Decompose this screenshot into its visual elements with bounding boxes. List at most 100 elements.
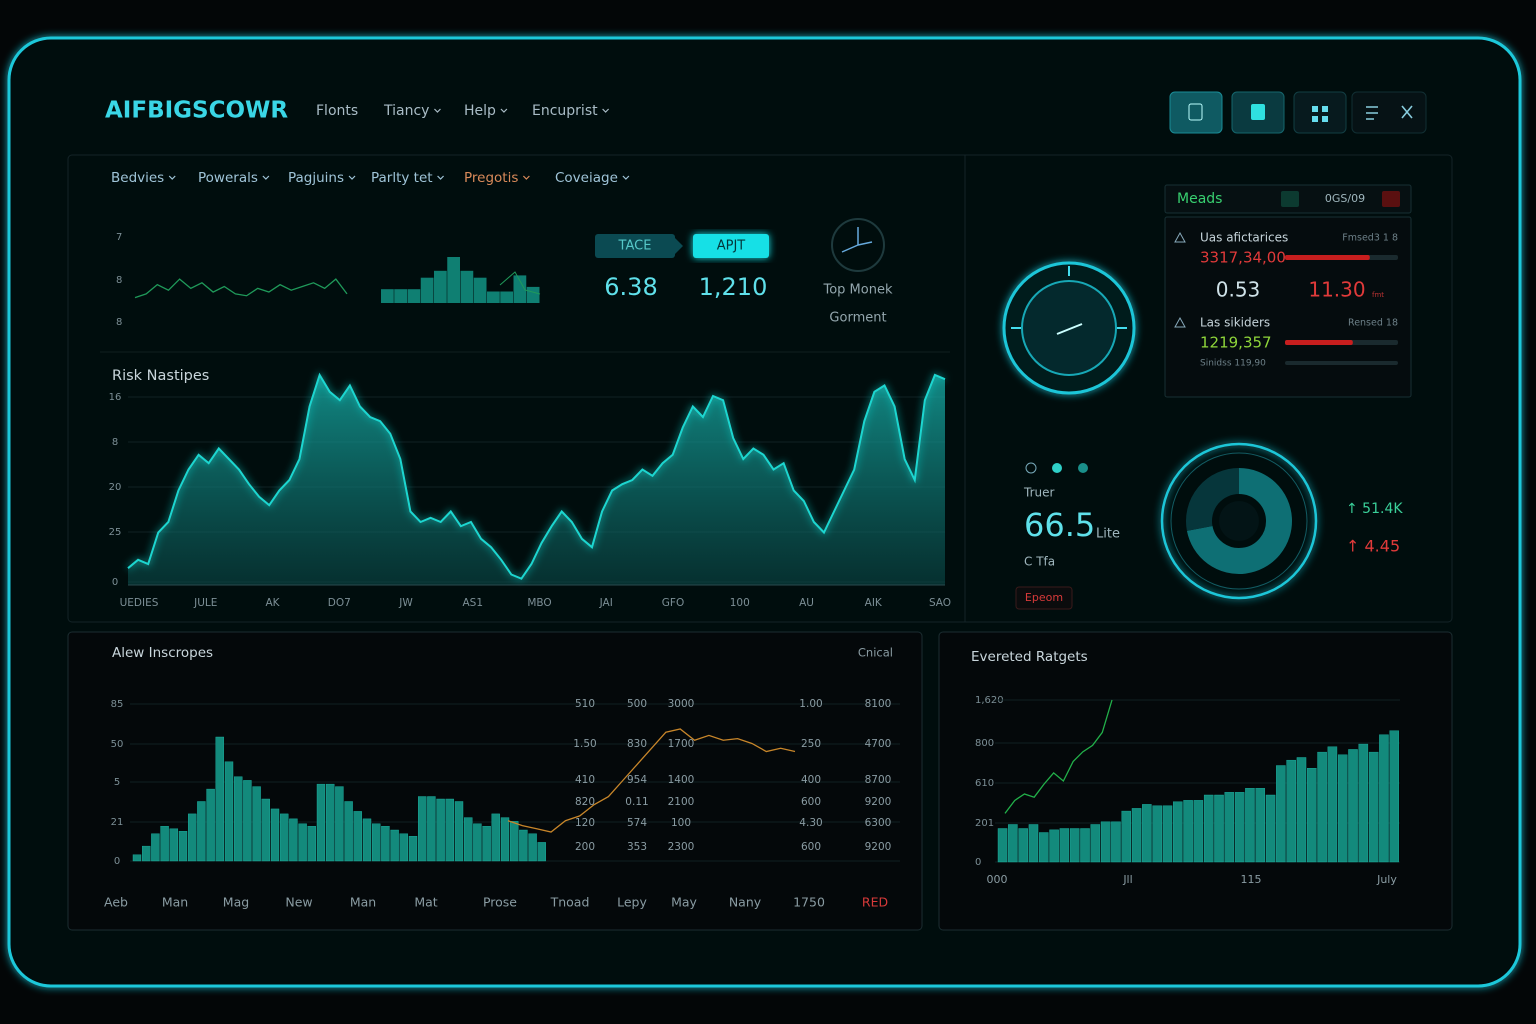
gauge-inner	[1021, 280, 1117, 376]
icon	[1366, 105, 1413, 120]
nav-item[interactable]: Help	[464, 103, 496, 119]
bar	[420, 277, 434, 303]
icon-button[interactable]	[1351, 91, 1427, 134]
progress	[1285, 340, 1353, 345]
x-label: UEDIES	[120, 597, 159, 609]
bar	[1214, 794, 1224, 863]
tab[interactable]: Powerals	[198, 170, 258, 186]
table-cell: 1700	[668, 738, 695, 750]
y-label: 201	[975, 818, 994, 829]
tab[interactable]: Parlty tet	[371, 170, 433, 186]
bar	[160, 826, 169, 862]
bar	[399, 833, 408, 862]
bar	[169, 828, 179, 862]
bar	[1203, 794, 1214, 863]
nav-item[interactable]: Tiancy	[383, 103, 429, 119]
bar	[1039, 832, 1049, 863]
y-label: 8	[116, 317, 122, 328]
bar	[1008, 824, 1018, 863]
icon-button[interactable]	[1169, 91, 1223, 134]
x-label: 115	[1241, 873, 1262, 886]
bar	[1296, 757, 1307, 863]
y-label: 610	[975, 778, 994, 789]
metric: 11.30	[1308, 278, 1365, 302]
button[interactable]	[1015, 586, 1073, 610]
bar	[224, 761, 234, 862]
table-cell: 830	[627, 738, 647, 750]
bar	[362, 818, 372, 862]
metric: 0.53	[1216, 278, 1261, 302]
tab[interactable]: Pregotis	[464, 170, 518, 186]
toolbar	[1169, 91, 1427, 134]
bar	[372, 823, 381, 862]
nav-item[interactable]: Encuprist	[532, 103, 598, 119]
bar	[491, 813, 500, 862]
bar	[394, 289, 407, 303]
area-line	[127, 372, 946, 580]
bar	[307, 826, 316, 862]
tab[interactable]: Bedvies	[111, 170, 164, 186]
x-label: AIK	[865, 597, 883, 609]
bar	[1348, 749, 1358, 863]
chevron	[437, 175, 445, 180]
bar	[454, 801, 464, 862]
delta: ↑ 51.4K	[1346, 501, 1403, 517]
tab[interactable]: Pagjuins	[288, 170, 344, 186]
clock	[831, 218, 885, 272]
bar	[1265, 794, 1276, 863]
x-label: JULE	[193, 597, 217, 609]
table-cell: 574	[627, 817, 647, 829]
tab[interactable]: Coveiage	[555, 170, 618, 186]
bar	[1389, 730, 1399, 863]
bar	[316, 783, 326, 862]
chart-title: Alew Inscropes	[112, 645, 213, 661]
bar	[280, 813, 289, 862]
chevron	[500, 108, 508, 113]
table-cell: 510	[575, 698, 595, 710]
bar	[1100, 821, 1111, 863]
donut-ring	[1160, 442, 1318, 600]
chevron	[602, 108, 610, 113]
bar	[1090, 824, 1101, 863]
bar	[510, 821, 519, 862]
table-cell: 2300	[668, 841, 695, 853]
icon-button[interactable]	[1293, 91, 1347, 134]
donut-segment	[1186, 468, 1240, 531]
x-label: New	[285, 895, 312, 910]
bar	[526, 286, 540, 303]
bar	[473, 823, 482, 862]
clock-hands	[841, 227, 873, 253]
table-cell: 6300	[865, 817, 892, 829]
row-label: Uas afictarices	[1200, 231, 1288, 245]
table-cell: 1.00	[799, 698, 822, 710]
bar	[519, 829, 528, 862]
nav-item[interactable]: Flonts	[316, 103, 358, 119]
donut-ring	[1170, 452, 1308, 590]
label: Gorment	[829, 311, 886, 326]
chevron	[262, 175, 270, 180]
table-cell: 500	[627, 698, 647, 710]
big-value: 66.5	[1024, 506, 1095, 544]
y-label: 16	[109, 392, 122, 403]
dot	[1052, 463, 1062, 473]
bar	[513, 275, 527, 303]
bar	[1080, 828, 1090, 863]
bar	[335, 786, 344, 862]
y-label: 1,620	[975, 695, 1004, 706]
bar	[1152, 805, 1162, 863]
x-label: AU	[799, 597, 814, 609]
sparkline-tail	[499, 271, 541, 295]
x-label: GFO	[662, 597, 684, 609]
bar	[1245, 788, 1255, 863]
table-cell: 410	[575, 774, 595, 786]
x-label: AK	[265, 597, 280, 609]
bar	[1193, 800, 1204, 863]
bar	[1307, 768, 1317, 863]
gauge-ticks	[1011, 266, 1127, 329]
bar	[206, 788, 215, 862]
table-cell: 2100	[668, 796, 695, 808]
badge-label: TACE	[618, 239, 652, 254]
x-label: DO7	[328, 597, 351, 609]
delta: ↑ 4.45	[1346, 537, 1400, 556]
label: Top Monek	[822, 283, 892, 298]
